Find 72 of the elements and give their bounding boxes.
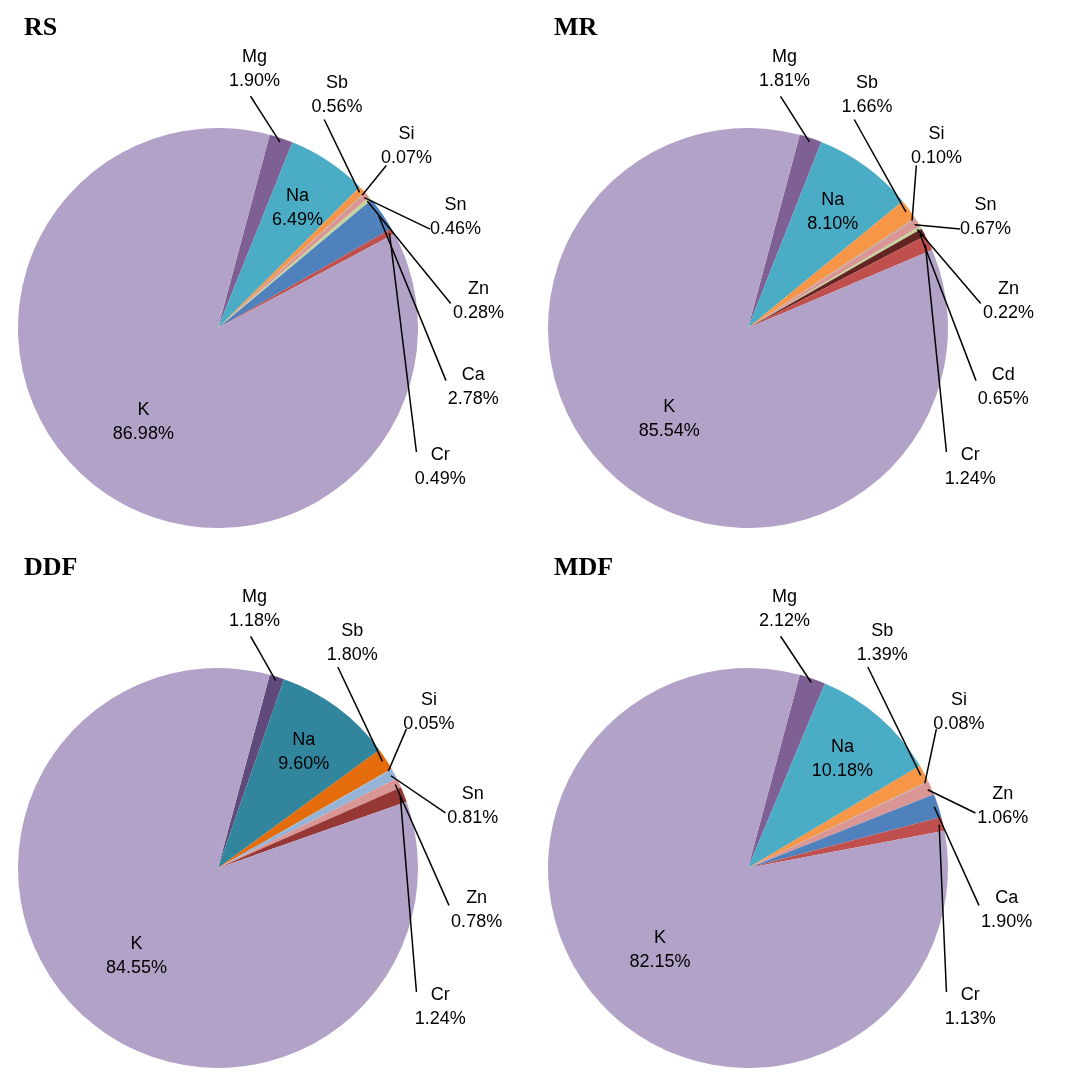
- chart-title: MR: [554, 12, 598, 42]
- data-label: 0.46%: [429, 218, 481, 239]
- slice-label: Na: [830, 736, 855, 757]
- slice-label: Sn: [461, 783, 484, 804]
- data-label: 1.39%: [856, 643, 908, 664]
- slice-label: Sb: [341, 619, 364, 640]
- data-label: 82.15%: [629, 950, 691, 971]
- data-label: 1.81%: [758, 69, 810, 90]
- data-label: 0.81%: [447, 807, 499, 828]
- slice-label: Zn: [992, 783, 1014, 804]
- data-label: 9.60%: [278, 753, 330, 774]
- slice-label: K: [663, 395, 676, 416]
- data-label: 1.90%: [228, 69, 280, 90]
- slice-label: K: [137, 398, 150, 419]
- data-label: 84.55%: [105, 956, 167, 977]
- data-label: 0.65%: [977, 387, 1029, 408]
- slice-label: Si: [950, 689, 967, 710]
- data-label: 0.78%: [451, 910, 503, 931]
- slice-label: Si: [928, 122, 945, 143]
- data-label: 85.54%: [638, 419, 700, 440]
- slice-label: Na: [292, 729, 317, 750]
- slice-label: Cr: [960, 443, 980, 464]
- slice-label: Si: [420, 689, 437, 710]
- slice-label: Sb: [325, 71, 348, 92]
- data-label: 0.28%: [453, 301, 505, 322]
- data-label: 0.22%: [983, 301, 1035, 322]
- slice-label: K: [130, 932, 143, 953]
- data-label: 1.06%: [977, 807, 1029, 828]
- data-label: 6.49%: [272, 208, 324, 229]
- slice-label: Ca: [461, 363, 486, 384]
- data-label: 1.80%: [326, 643, 378, 664]
- slice-label: Na: [286, 184, 311, 205]
- slice-label: Cr: [430, 983, 450, 1004]
- data-label: 8.10%: [807, 212, 859, 233]
- slice-label: Zn: [468, 277, 490, 298]
- slice-label: Zn: [466, 886, 488, 907]
- data-label: 0.08%: [933, 713, 985, 734]
- data-label: 0.10%: [910, 146, 962, 167]
- slice-label: Mg: [771, 45, 797, 66]
- slice-label: Cr: [430, 443, 450, 464]
- data-label: 1.13%: [944, 1007, 996, 1028]
- slice-label: Cd: [991, 363, 1015, 384]
- slice-label: Mg: [771, 585, 797, 606]
- slice-label: Mg: [241, 45, 267, 66]
- data-label: 1.24%: [944, 467, 996, 488]
- data-label: 1.24%: [414, 1007, 466, 1028]
- slice-label: Cr: [960, 983, 980, 1004]
- data-label: 1.90%: [981, 910, 1033, 931]
- chart-title: RS: [24, 12, 58, 42]
- data-label: 1.66%: [841, 95, 893, 116]
- data-label: 10.18%: [811, 760, 873, 781]
- slice-label: Sb: [871, 619, 894, 640]
- slice-label: Na: [821, 188, 846, 209]
- data-label: 1.18%: [228, 609, 280, 630]
- data-label: 0.05%: [403, 713, 455, 734]
- slice-label: Sb: [855, 71, 878, 92]
- data-label: 0.07%: [380, 146, 432, 167]
- data-label: 2.12%: [758, 609, 810, 630]
- slice-label: Si: [398, 122, 415, 143]
- chart-title: DDF: [24, 552, 78, 582]
- slice-label: K: [654, 926, 667, 947]
- data-label: 86.98%: [112, 422, 174, 443]
- chart-title: MDF: [554, 552, 614, 582]
- data-label: 2.78%: [447, 387, 499, 408]
- data-label: 0.67%: [959, 218, 1011, 239]
- slice-label: Mg: [241, 585, 267, 606]
- data-label: 0.56%: [311, 95, 363, 116]
- slice-label: Zn: [998, 277, 1020, 298]
- data-label: 0.49%: [414, 467, 466, 488]
- slice-label: Ca: [995, 886, 1020, 907]
- slice-label: Sn: [974, 194, 997, 215]
- slice-label: Sn: [444, 194, 467, 215]
